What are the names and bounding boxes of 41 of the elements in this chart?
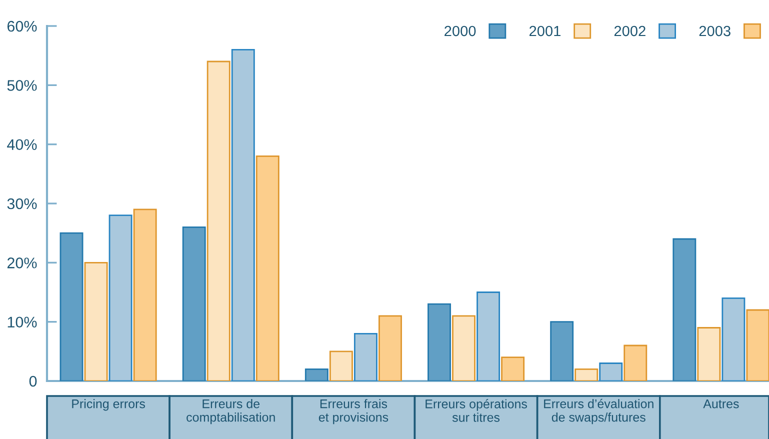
bar [378, 315, 402, 381]
bar [304, 368, 328, 381]
bar [476, 292, 500, 381]
legend-label: 2000 [444, 26, 476, 36]
bar [624, 344, 648, 381]
bar [231, 48, 255, 381]
legend-label: 2003 [699, 26, 730, 36]
bar [599, 362, 623, 381]
legend-label: 2002 [614, 26, 646, 36]
bar [108, 214, 132, 381]
bar [574, 368, 598, 381]
bar [550, 321, 574, 381]
bar [697, 327, 721, 381]
bar [133, 208, 157, 381]
bar [182, 226, 206, 381]
bar [206, 60, 230, 381]
legend-label: 2001 [530, 26, 560, 36]
x-tick-label: Erreurs d’évaluation de swaps/futures [544, 398, 654, 424]
y-tick-label: 0 [29, 376, 37, 387]
bar [354, 332, 378, 381]
bar [60, 232, 84, 381]
bar [329, 350, 353, 381]
y-tick-label: 50% [7, 80, 37, 91]
bar [256, 155, 280, 381]
y-tick-label: 60% [7, 20, 37, 32]
bar [84, 262, 108, 381]
x-tick-label: Erreurs opérations sur titres [426, 399, 527, 422]
bar [428, 303, 451, 381]
y-tick-label: 20% [7, 258, 37, 268]
y-tick-label: 40% [7, 139, 37, 150]
x-tick-label: Pricing errors [72, 399, 145, 411]
bar [722, 297, 746, 381]
bar [672, 238, 696, 381]
bar [746, 309, 769, 381]
bar [501, 356, 525, 381]
y-tick-label: 10% [8, 316, 37, 328]
x-tick-label: Erreurs de comptabilisation [186, 399, 275, 424]
x-tick-label: Erreurs frais et provisions [318, 399, 388, 424]
bar [452, 315, 476, 381]
x-tick-label: Autres [703, 400, 739, 408]
y-tick-label: 30% [7, 198, 37, 210]
